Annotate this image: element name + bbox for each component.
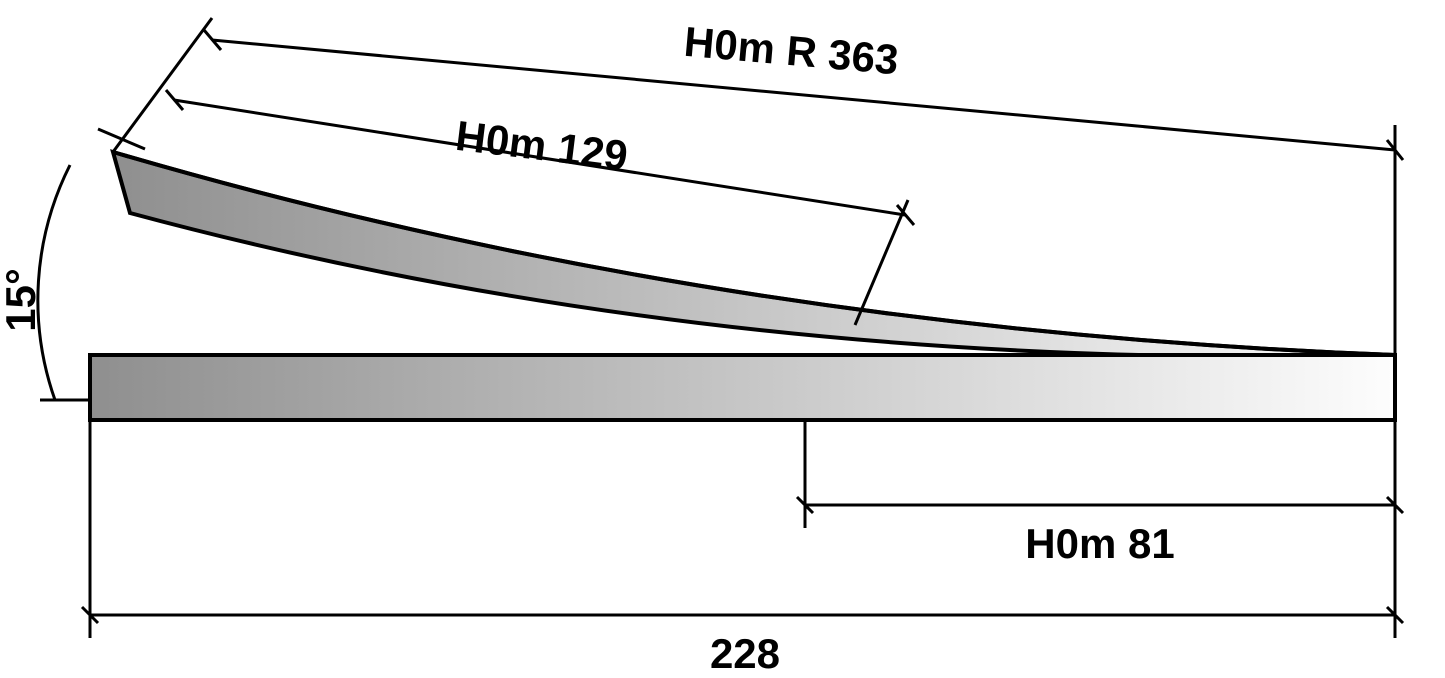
diverging-track [113, 152, 1395, 357]
angle-label: 15° [0, 268, 44, 332]
dim-bottom-total [82, 420, 1403, 638]
dim-top-inner-label: H0m 129 [453, 112, 630, 180]
dim-bottom-total-label: 228 [710, 630, 780, 677]
dim-top-outer-label: H0m R 363 [682, 18, 900, 84]
straight-track [90, 355, 1395, 420]
turnout-diagram: 15° H0m R 363 H0m 129 H0m 81 228 [0, 0, 1445, 678]
dim-bottom-right-label: H0m 81 [1025, 520, 1174, 567]
dim-bottom-right [797, 420, 1403, 528]
